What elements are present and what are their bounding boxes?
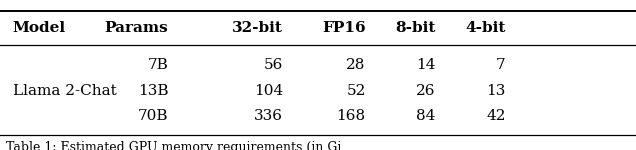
Text: 7B: 7B: [148, 58, 169, 72]
Text: 13B: 13B: [138, 84, 169, 98]
Text: 104: 104: [254, 84, 283, 98]
Text: 56: 56: [264, 58, 283, 72]
Text: 13: 13: [487, 84, 506, 98]
Text: 4-bit: 4-bit: [466, 21, 506, 35]
Text: 168: 168: [336, 109, 366, 123]
Text: 32-bit: 32-bit: [232, 21, 283, 35]
Text: 70B: 70B: [138, 109, 169, 123]
Text: 42: 42: [486, 109, 506, 123]
Text: 52: 52: [347, 84, 366, 98]
Text: 8-bit: 8-bit: [396, 21, 436, 35]
Text: FP16: FP16: [322, 21, 366, 35]
Text: 28: 28: [347, 58, 366, 72]
Text: 84: 84: [417, 109, 436, 123]
Text: Model: Model: [13, 21, 66, 35]
Text: 7: 7: [496, 58, 506, 72]
Text: 336: 336: [254, 109, 283, 123]
Text: 14: 14: [416, 58, 436, 72]
Text: Params: Params: [105, 21, 169, 35]
Text: 26: 26: [416, 84, 436, 98]
Text: Llama 2-Chat: Llama 2-Chat: [13, 84, 116, 98]
Text: Table 1: Estimated GPU memory requirements (in Gi: Table 1: Estimated GPU memory requiremen…: [6, 141, 342, 150]
